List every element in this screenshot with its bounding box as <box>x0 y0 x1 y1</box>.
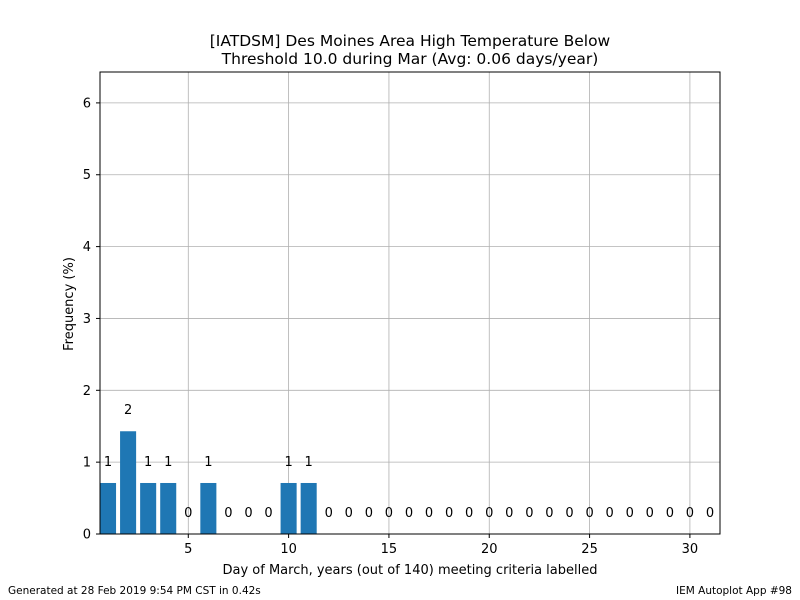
x-tick-label: 5 <box>184 542 192 557</box>
data-label-day-22: 0 <box>525 506 533 521</box>
x-tick-label: 20 <box>481 542 498 557</box>
data-label-day-18: 0 <box>445 506 453 521</box>
bar-day-11 <box>300 482 317 534</box>
bar-day-4 <box>160 482 177 534</box>
plot-frame <box>99 71 721 535</box>
x-tick-label: 10 <box>280 542 297 557</box>
data-label-day-14: 0 <box>365 506 373 521</box>
data-label-day-30: 0 <box>686 506 694 521</box>
y-tick-label: 6 <box>83 96 91 111</box>
data-label-day-13: 0 <box>345 506 353 521</box>
data-label-day-1: 1 <box>104 455 112 470</box>
bar-day-10 <box>280 482 297 534</box>
chart-title-line-1: [IATDSM] Des Moines Area High Temperatur… <box>210 32 611 50</box>
data-label-day-19: 0 <box>465 506 473 521</box>
y-tick-label: 1 <box>83 456 91 471</box>
y-tick-label: 5 <box>83 168 91 183</box>
data-label-day-17: 0 <box>425 506 433 521</box>
data-label-day-23: 0 <box>545 506 553 521</box>
data-label-day-27: 0 <box>626 506 634 521</box>
data-label-day-15: 0 <box>385 506 393 521</box>
data-label-day-29: 0 <box>666 506 674 521</box>
data-label-day-9: 0 <box>264 506 272 521</box>
y-axis-ticks: 0 1 2 3 4 5 6 <box>83 96 100 543</box>
bar-day-3 <box>140 482 157 534</box>
bars-group <box>100 431 317 534</box>
data-label-day-8: 0 <box>244 506 252 521</box>
data-label-day-26: 0 <box>606 506 614 521</box>
bar-day-6 <box>200 482 217 534</box>
chart-title-line-2: Threshold 10.0 during Mar (Avg: 0.06 day… <box>221 50 599 68</box>
data-label-day-5: 0 <box>184 506 192 521</box>
data-label-day-20: 0 <box>485 506 493 521</box>
data-label-day-4: 1 <box>164 455 172 470</box>
data-label-day-2: 2 <box>124 403 132 418</box>
data-label-day-25: 0 <box>585 506 593 521</box>
bar-day-2 <box>120 431 137 534</box>
data-label-day-24: 0 <box>565 506 573 521</box>
data-label-day-16: 0 <box>405 506 413 521</box>
data-label-day-6: 1 <box>204 455 212 470</box>
y-tick-label: 3 <box>83 312 91 327</box>
bar-day-1 <box>100 482 117 534</box>
grid-lines <box>100 72 720 535</box>
x-axis-ticks: 5 10 15 20 25 30 <box>184 534 698 557</box>
y-tick-label: 0 <box>83 528 91 543</box>
data-label-day-12: 0 <box>325 506 333 521</box>
data-label-day-28: 0 <box>646 506 654 521</box>
generated-timestamp: Generated at 28 Feb 2019 9:54 PM CST in … <box>8 585 261 597</box>
data-label-day-10: 1 <box>284 455 292 470</box>
data-label-day-31: 0 <box>706 506 714 521</box>
x-axis-label: Day of March, years (out of 140) meeting… <box>223 563 598 578</box>
data-label-day-3: 1 <box>144 455 152 470</box>
x-tick-label: 25 <box>581 542 598 557</box>
y-tick-label: 4 <box>83 240 91 255</box>
app-credit: IEM Autoplot App #98 <box>676 585 792 597</box>
data-label-day-7: 0 <box>224 506 232 521</box>
data-label-day-11: 1 <box>305 455 313 470</box>
x-tick-label: 15 <box>381 542 398 557</box>
y-tick-label: 2 <box>83 384 91 399</box>
x-tick-label: 30 <box>682 542 699 557</box>
data-label-day-21: 0 <box>505 506 513 521</box>
y-axis-label: Frequency (%) <box>62 257 77 351</box>
